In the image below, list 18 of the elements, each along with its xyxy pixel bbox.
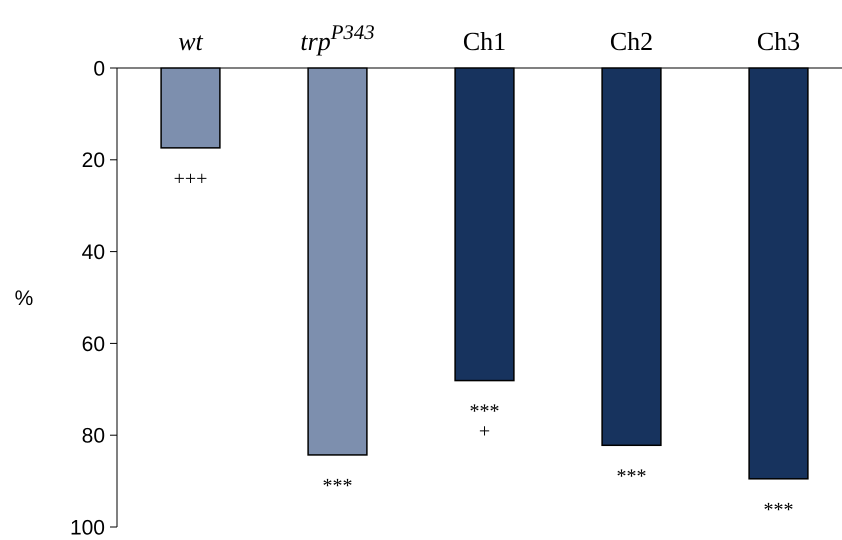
x-tick-label: trp$^{P343}$ bbox=[300, 20, 375, 56]
annotation: *** bbox=[322, 474, 352, 497]
annotation: *** bbox=[616, 465, 646, 488]
y-tick-label: 0 bbox=[93, 57, 105, 80]
x-tick-label: Ch1 bbox=[462, 27, 506, 56]
x-tick-label: Ch3 bbox=[756, 27, 800, 56]
y-tick-label: 80 bbox=[82, 424, 105, 448]
y-tick-label: 40 bbox=[82, 240, 105, 264]
y-axis-title: % bbox=[14, 286, 34, 310]
y-tick-label: 20 bbox=[82, 149, 105, 172]
y-tick-label: 100 bbox=[70, 516, 105, 540]
x-tick-label: wt bbox=[178, 27, 204, 56]
annotation: +++ bbox=[174, 168, 208, 190]
y-tick-label: 60 bbox=[82, 332, 105, 356]
x-tick-label: Ch2 bbox=[610, 27, 654, 56]
annotation: *** bbox=[764, 498, 794, 521]
annotation: + bbox=[478, 420, 490, 443]
annotation: *** bbox=[470, 400, 500, 423]
